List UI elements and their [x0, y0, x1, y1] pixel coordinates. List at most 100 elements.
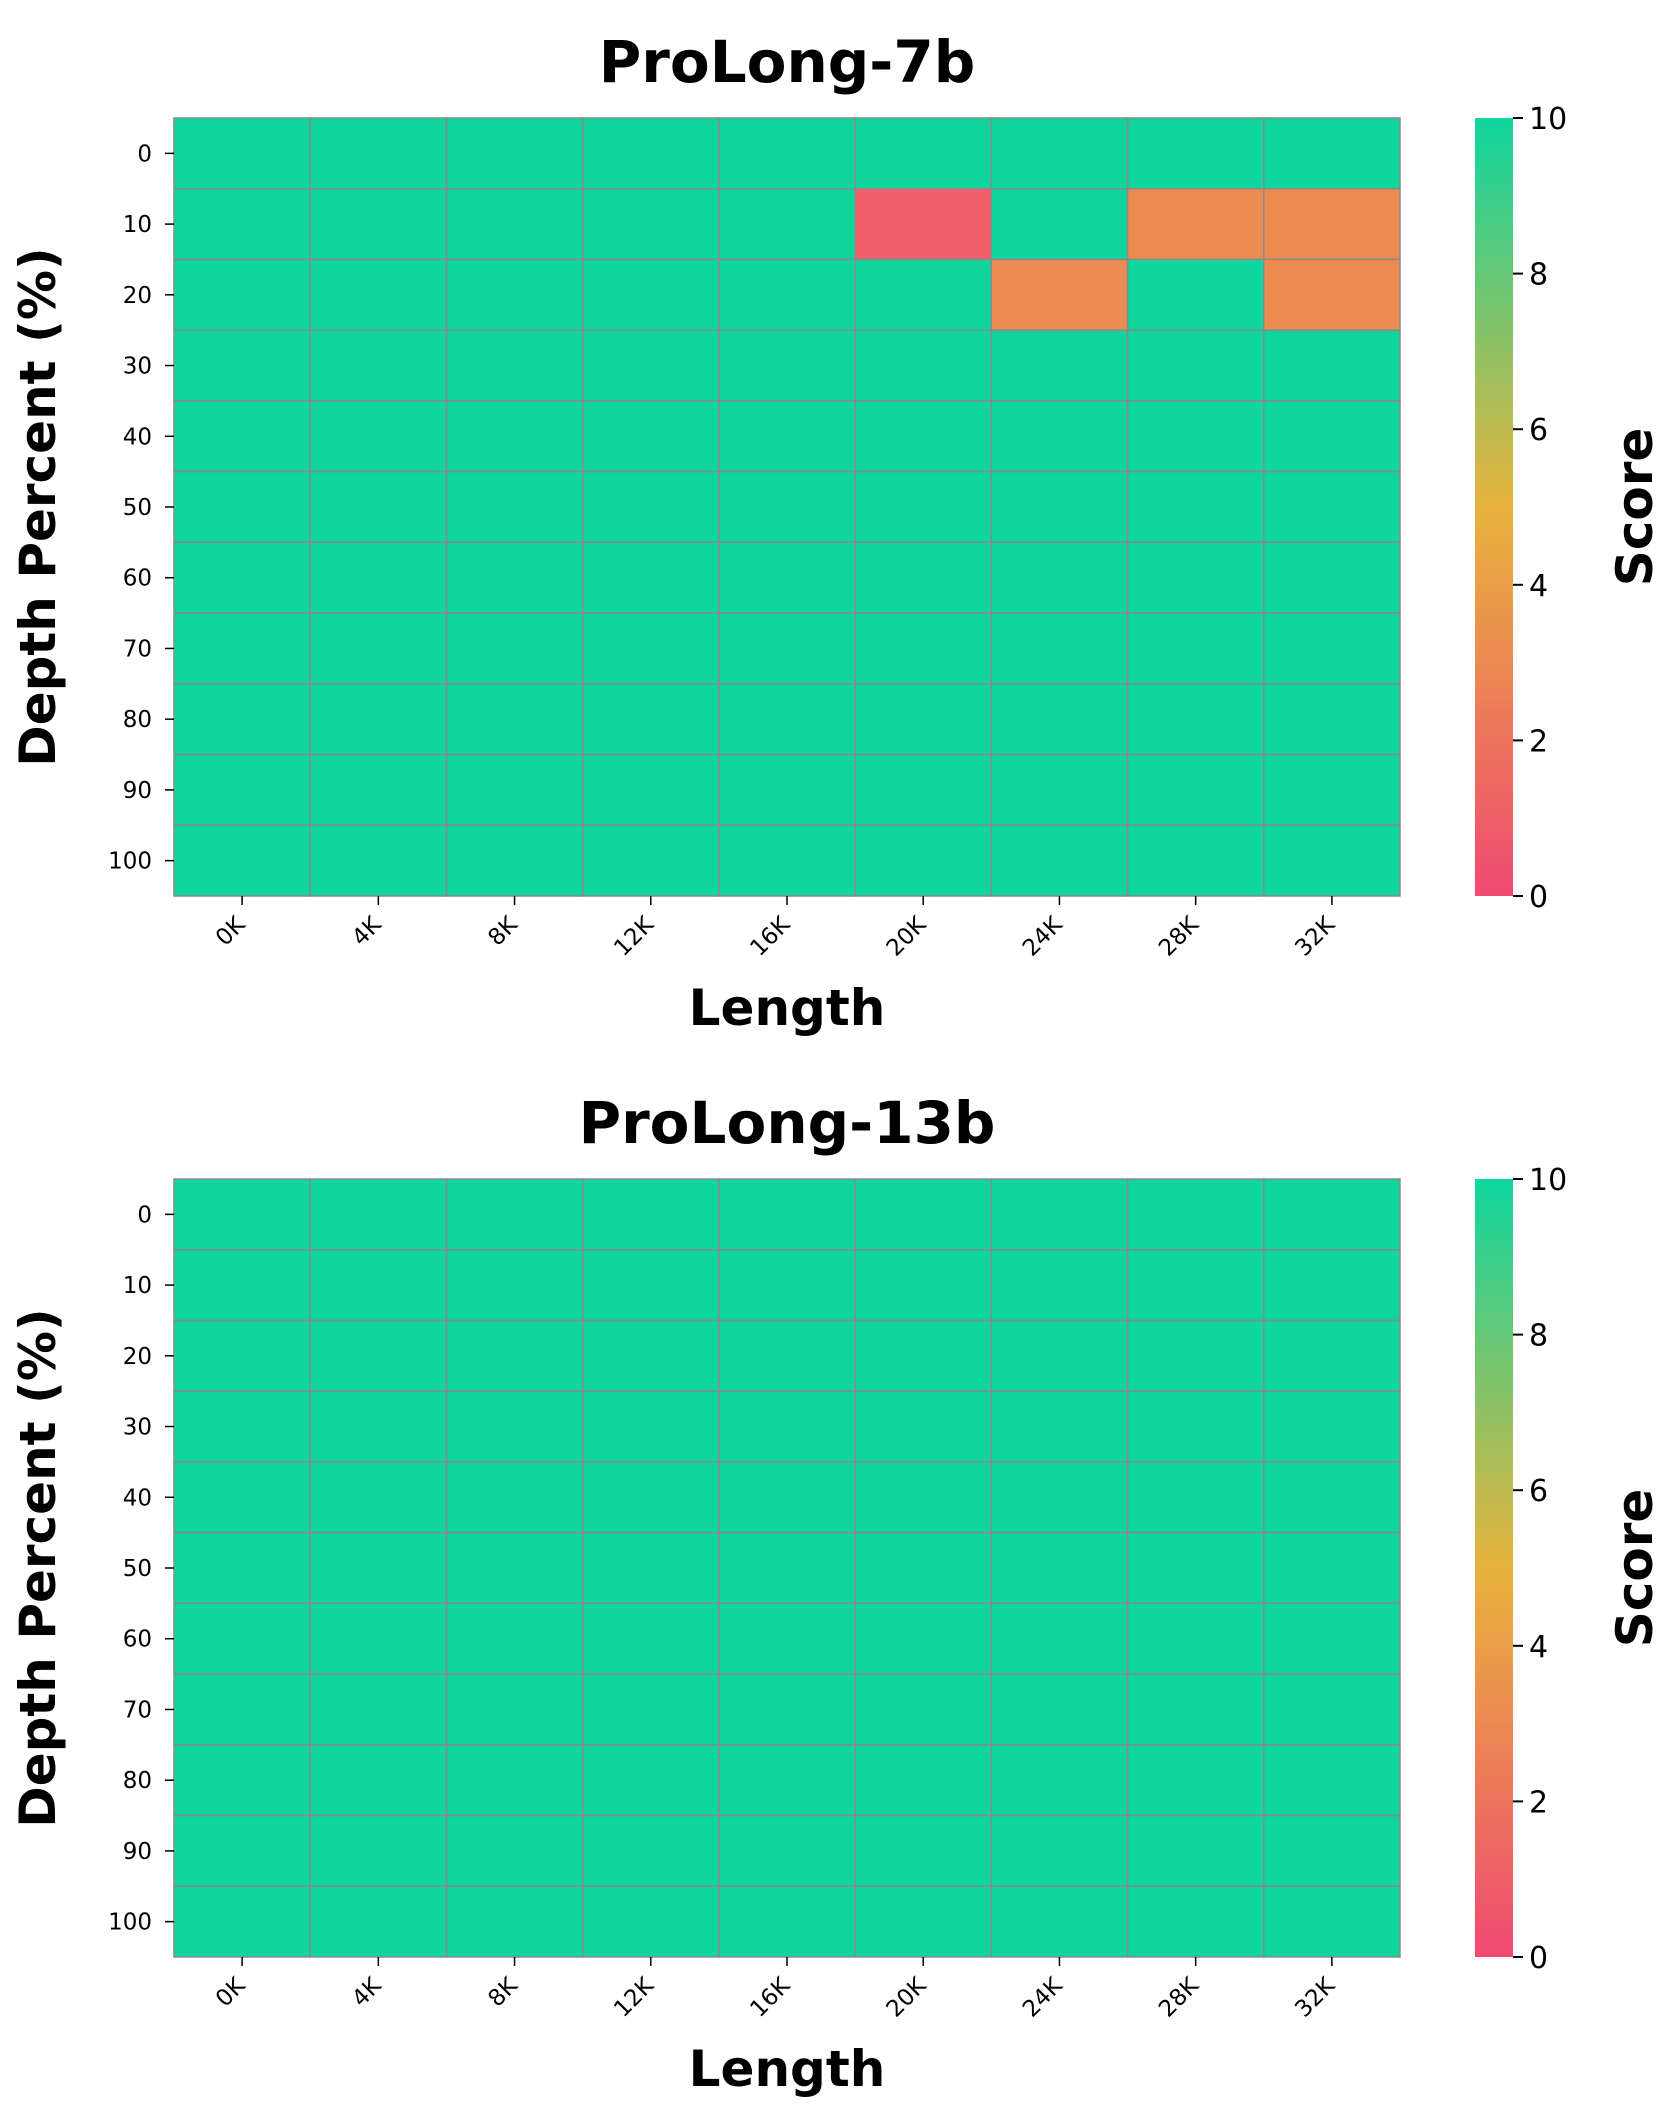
heatmap-cell — [1263, 1319, 1401, 1392]
heatmap-cell — [854, 1744, 993, 1817]
heatmap-cell — [990, 1461, 1129, 1534]
heatmap-cell — [309, 612, 448, 685]
heatmap-cell — [445, 1178, 584, 1251]
y-tick-label: 70 — [123, 1697, 152, 1723]
heatmap-cell — [445, 470, 584, 544]
heatmap-cell — [309, 187, 448, 261]
heatmap-cell — [718, 824, 856, 897]
heatmap-cell — [990, 1178, 1129, 1251]
heatmap-cell — [581, 117, 720, 190]
heatmap-cell — [309, 1248, 448, 1322]
heatmap-cell — [854, 1885, 993, 1958]
heatmap-cell — [173, 753, 311, 827]
x-axis-label: Length — [689, 979, 886, 1037]
heatmap-cell — [173, 824, 311, 897]
heatmap-cell — [1263, 1673, 1401, 1746]
heatmap-cell — [1126, 258, 1265, 331]
y-tick-label: 30 — [123, 354, 152, 380]
heatmap-cell — [854, 329, 993, 402]
heatmap-cell — [1263, 187, 1401, 261]
y-axis-label: Depth Percent (%) — [9, 1308, 67, 1828]
colorbar-tick-label: 4 — [1529, 569, 1548, 604]
heatmap-cell — [1263, 1531, 1401, 1605]
x-tick-label: 24K — [1018, 911, 1068, 961]
y-tick-label: 10 — [123, 212, 152, 238]
heatmap-cell — [854, 1319, 993, 1392]
heatmap-cell — [718, 400, 856, 473]
heatmap-cell — [173, 1178, 311, 1251]
heatmap-cell — [581, 1602, 720, 1675]
heatmap-cell — [445, 1673, 584, 1746]
heatmap-cell — [1126, 1531, 1265, 1605]
colorbar-tick-label: 8 — [1529, 1319, 1548, 1354]
heatmap-cell — [445, 400, 584, 473]
heatmap-cell — [445, 683, 584, 756]
colorbar-label: Score — [1606, 1489, 1661, 1648]
heatmap-cell — [309, 1673, 448, 1746]
heatmap-cell — [854, 683, 993, 756]
heatmap-cell — [1126, 470, 1265, 544]
y-tick-label: 90 — [123, 1839, 152, 1865]
heatmap-cell — [718, 541, 856, 614]
heatmap-cell — [990, 187, 1129, 261]
heatmap-cell — [581, 824, 720, 897]
heatmap-cell — [1263, 753, 1401, 827]
heatmap-cell — [445, 1602, 584, 1675]
y-tick-label: 100 — [108, 849, 152, 875]
x-tick-label: 8K — [483, 1972, 523, 2012]
heatmap-cell — [854, 1390, 993, 1463]
heatmap-cell — [173, 612, 311, 685]
y-tick-label: 30 — [123, 1415, 152, 1441]
heatmap-cell — [1126, 541, 1265, 614]
heatmap-cell — [1126, 683, 1265, 756]
heatmap-cell — [309, 753, 448, 827]
heatmap-cell — [1126, 1319, 1265, 1392]
heatmap-cell — [718, 1178, 856, 1251]
heatmap-cell — [990, 258, 1129, 331]
heatmap-cell — [718, 612, 856, 685]
x-tick-label: 12K — [609, 911, 659, 961]
heatmap-cell — [1126, 117, 1265, 190]
heatmap-cell — [581, 753, 720, 827]
y-tick-label: 90 — [123, 778, 152, 804]
heatmap-cell — [1263, 1744, 1401, 1817]
heatmap-cell — [581, 1390, 720, 1463]
heatmap-cell — [718, 1319, 856, 1392]
heatmap-cell — [445, 117, 584, 190]
heatmap-cell — [445, 1248, 584, 1322]
heatmap-cell — [1263, 470, 1401, 544]
heatmap-cell — [581, 258, 720, 331]
heatmap-cell — [581, 541, 720, 614]
heatmap-cell — [1263, 824, 1401, 897]
heatmap-cell — [173, 1885, 311, 1958]
heatmap-cell — [309, 258, 448, 331]
heatmap-cell — [990, 824, 1129, 897]
heatmap-cell — [854, 1461, 993, 1534]
heatmap-cell — [1126, 187, 1265, 261]
heatmap-cell — [1263, 1602, 1401, 1675]
heatmap-cell — [445, 1390, 584, 1463]
heatmap-cell — [854, 187, 993, 261]
heatmap-cell — [854, 1178, 993, 1251]
y-tick-label: 10 — [123, 1273, 152, 1299]
heatmap-cell — [1126, 1673, 1265, 1746]
x-tick-label: 24K — [1018, 1972, 1068, 2022]
heatmap-cell — [309, 824, 448, 897]
x-tick-label: 32K — [1290, 1972, 1340, 2022]
heatmap-cell — [990, 612, 1129, 685]
heatmap-cell — [1126, 1602, 1265, 1675]
heatmap-cell — [173, 1390, 311, 1463]
y-tick-label: 40 — [123, 424, 152, 450]
heatmap-cell — [854, 753, 993, 827]
y-tick-label: 60 — [123, 1627, 152, 1653]
heatmap-cell — [718, 1390, 856, 1463]
heatmap-cell — [718, 1885, 856, 1958]
x-tick-label: 28K — [1154, 911, 1204, 961]
heatmap-cells — [173, 1178, 1401, 1958]
heatmap-cell — [990, 1814, 1129, 1888]
heatmap-cell — [718, 1602, 856, 1675]
heatmap-cell — [445, 1814, 584, 1888]
heatmap-cell — [1126, 400, 1265, 473]
heatmap-cell — [990, 541, 1129, 614]
heatmap-cell — [581, 329, 720, 402]
